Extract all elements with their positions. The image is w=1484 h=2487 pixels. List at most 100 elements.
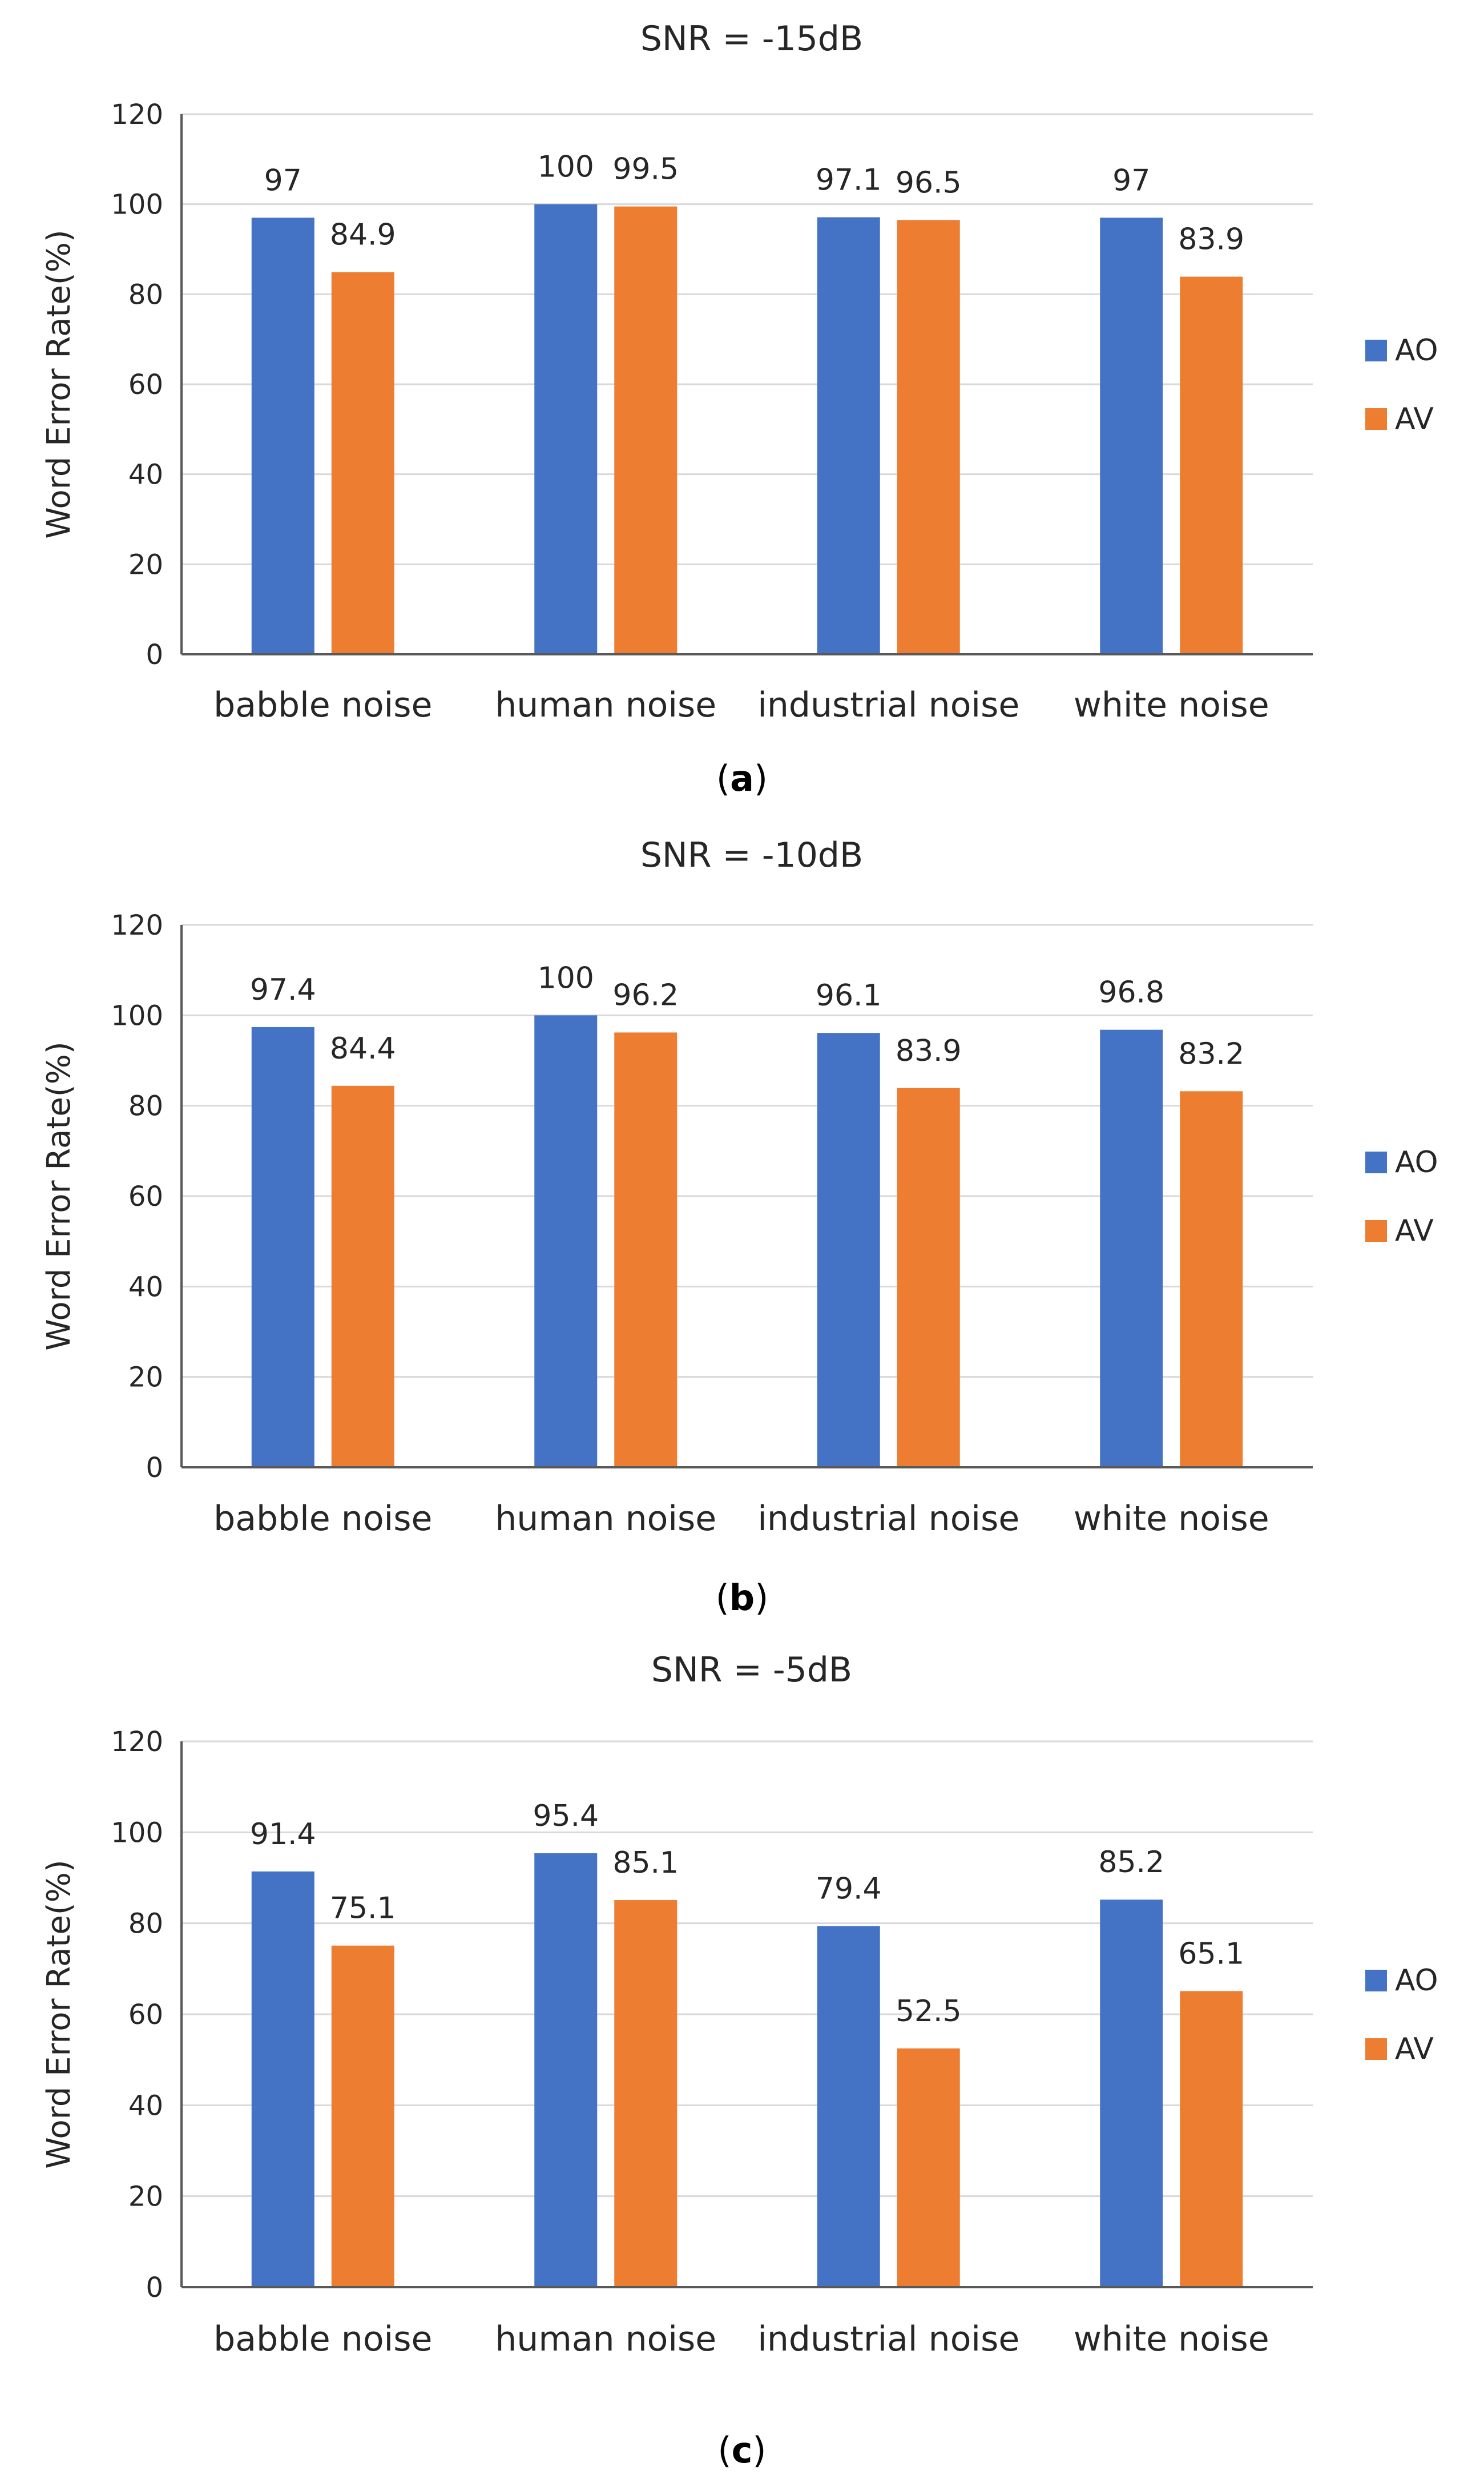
data-label: 99.5 [612, 152, 679, 187]
y-tick-label: 40 [128, 2090, 163, 2122]
x-tick-label: human noise [495, 1499, 716, 1539]
x-tick-label: white noise [1074, 2319, 1269, 2359]
bar-av [614, 206, 678, 654]
panel-caption-letter: c [732, 2429, 753, 2471]
bar-ao [251, 1871, 314, 2287]
y-tick-label: 120 [111, 1726, 163, 1758]
x-tick-label: white noise [1074, 685, 1269, 725]
data-label: 84.4 [330, 1032, 396, 1066]
panel-caption-letter: b [729, 1577, 755, 1619]
data-label: 84.9 [330, 218, 396, 252]
data-label: 96.8 [1098, 976, 1164, 1010]
chart-panel-c: SNR = -5dB 0 20 40 60 80 100 120 Word Error Rate… [0, 1633, 1484, 2487]
legend-label-ao: AO [1395, 1145, 1438, 1180]
legend-label-av: AV [1395, 2032, 1434, 2066]
bar-av [614, 1032, 678, 1467]
bar-av [1180, 1091, 1243, 1467]
panel-caption: (a) [716, 758, 768, 799]
bar-ao [817, 217, 880, 654]
data-label: 83.9 [896, 1034, 962, 1068]
y-tick-label: 40 [128, 459, 163, 491]
panel-caption: (b) [716, 1577, 769, 1619]
y-tick-label: 100 [111, 1000, 163, 1032]
bar-av [1180, 276, 1243, 654]
bar-ao [251, 218, 314, 655]
bar-chart: SNR = -15dB 0 20 40 60 80 100 120 Word Error Rat… [41, 19, 1438, 799]
y-tick-label: 40 [128, 1271, 163, 1303]
bar-av [897, 1088, 960, 1467]
data-label: 75.1 [330, 1892, 396, 1926]
data-label: 65.1 [1178, 1937, 1244, 1971]
data-label: 100 [538, 961, 594, 995]
y-tick-label: 60 [128, 1999, 163, 2031]
x-tick-label: babble noise [213, 1499, 432, 1539]
y-axis-label: Word Error Rate(%) [41, 1041, 78, 1350]
legend-swatch-ao [1365, 1152, 1387, 1173]
y-axis-label: Word Error Rate(%) [41, 1860, 78, 2168]
bar-av [614, 1900, 678, 2287]
data-label: 52.5 [896, 1994, 962, 2029]
y-tick-label: 100 [111, 1817, 163, 1849]
y-tick-label: 100 [111, 189, 163, 221]
y-tick-label: 60 [128, 1181, 163, 1213]
bar-av [897, 2048, 960, 2287]
bar-av [331, 1085, 394, 1467]
data-label: 91.4 [250, 1817, 316, 1852]
y-tick-label: 0 [146, 1452, 163, 1484]
legend-label-av: AV [1395, 1214, 1434, 1248]
bar-chart: SNR = -10dB 0 20 40 60 80 100 120 Word Error Rat… [41, 835, 1438, 1619]
y-tick-label: 60 [128, 369, 163, 401]
panel-caption-letter: a [730, 758, 754, 799]
data-label: 83.9 [1178, 223, 1244, 257]
chart-panel-b: SNR = -10dB 0 20 40 60 80 100 120 Word Error Rat… [0, 816, 1484, 1633]
y-tick-label: 20 [128, 2181, 163, 2213]
data-label: 95.4 [533, 1799, 599, 1833]
legend-swatch-ao [1365, 340, 1387, 361]
y-tick-label: 120 [111, 910, 163, 941]
panel-caption: (c) [717, 2429, 766, 2471]
bar-ao [1100, 218, 1163, 655]
data-label: 85.1 [612, 1846, 679, 1880]
chart-title: SNR = -10dB [640, 835, 863, 875]
data-label: 97 [264, 163, 302, 198]
y-tick-label: 80 [128, 279, 163, 311]
data-label: 79.4 [816, 1872, 882, 1906]
x-tick-label: human noise [495, 685, 716, 725]
x-tick-label: babble noise [213, 2319, 432, 2359]
y-tick-label: 20 [128, 549, 163, 581]
legend-label-ao: AO [1395, 333, 1438, 368]
bar-ao [1100, 1029, 1163, 1467]
bar-ao [817, 1926, 880, 2287]
y-tick-label: 80 [128, 1090, 163, 1122]
bar-ao [1100, 1900, 1163, 2287]
y-tick-label: 0 [146, 639, 163, 671]
y-tick-label: 120 [111, 99, 163, 131]
data-label: 85.2 [1098, 1845, 1164, 1880]
data-label: 97 [1112, 163, 1150, 198]
x-tick-label: industrial noise [757, 685, 1019, 725]
x-tick-label: human noise [495, 2319, 716, 2359]
bar-av [331, 1945, 394, 2287]
x-tick-label: industrial noise [757, 2319, 1019, 2359]
y-tick-label: 80 [128, 1908, 163, 1940]
bar-ao [534, 204, 598, 655]
data-label: 96.5 [896, 166, 962, 200]
legend-label-ao: AO [1395, 1963, 1438, 1998]
x-tick-label: industrial noise [757, 1499, 1019, 1539]
chart-title: SNR = -15dB [640, 19, 863, 59]
data-label: 96.1 [816, 979, 882, 1013]
y-axis-label: Word Error Rate(%) [41, 230, 78, 538]
data-label: 100 [538, 150, 594, 184]
legend-label-av: AV [1395, 402, 1434, 436]
legend-swatch-av [1365, 1220, 1387, 1242]
bar-chart: SNR = -5dB 0 20 40 60 80 100 120 Word Error Rate… [41, 1650, 1438, 2471]
bar-ao [534, 1015, 598, 1467]
x-tick-label: white noise [1074, 1499, 1269, 1539]
bar-ao [534, 1853, 598, 2287]
bar-ao [251, 1027, 314, 1467]
chart-panel-a: SNR = -15dB 0 20 40 60 80 100 120 Word Error Rat… [0, 0, 1484, 805]
data-label: 97.4 [250, 973, 316, 1007]
legend-swatch-ao [1365, 1970, 1387, 1991]
bar-av [897, 220, 960, 655]
